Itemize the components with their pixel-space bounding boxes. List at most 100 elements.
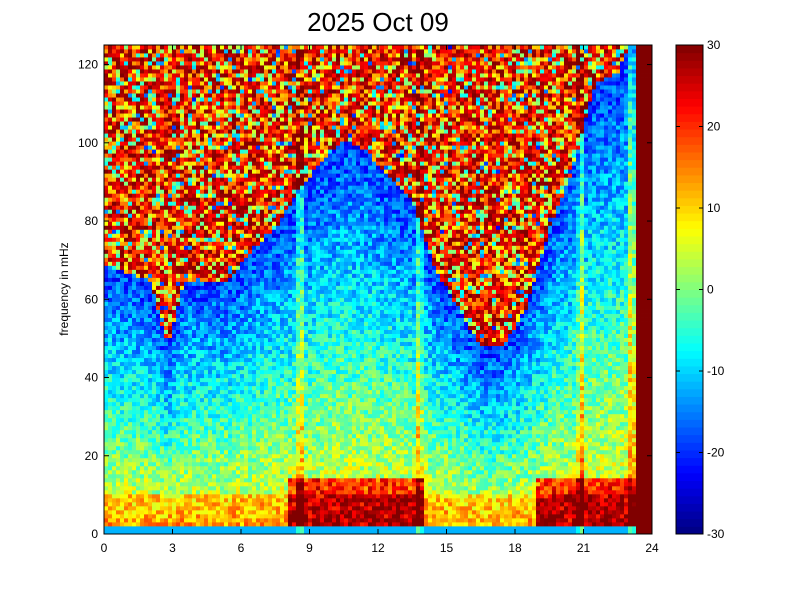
heatmap-cell: [172, 273, 177, 278]
heatmap-cell: [240, 97, 245, 102]
heatmap-cell: [176, 413, 181, 419]
heatmap-cell: [156, 197, 161, 202]
heatmap-cell: [248, 265, 253, 270]
heatmap-cell: [244, 117, 249, 122]
heatmap-cell: [196, 125, 201, 130]
heatmap-cell: [156, 309, 161, 314]
heatmap-cell: [216, 161, 221, 166]
heatmap-cell: [220, 389, 225, 395]
heatmap-cell: [136, 205, 141, 210]
heatmap-cell: [140, 485, 145, 491]
heatmap-cell: [220, 381, 225, 387]
heatmap-cell: [104, 261, 109, 266]
heatmap-cell: [140, 469, 145, 475]
heatmap-cell: [176, 49, 181, 54]
heatmap-cell: [244, 201, 249, 206]
heatmap-cell: [204, 437, 209, 443]
heatmap-cell: [112, 69, 117, 74]
heatmap-cell: [116, 393, 121, 399]
heatmap-cell: [200, 65, 205, 70]
heatmap-cell: [232, 245, 237, 250]
heatmap-cell: [140, 181, 145, 186]
heatmap-cell: [220, 437, 225, 443]
heatmap-cell: [148, 517, 153, 523]
heatmap-cell: [220, 245, 225, 250]
heatmap-cell: [168, 429, 173, 435]
heatmap-cell: [120, 517, 125, 523]
heatmap-cell: [228, 517, 233, 523]
heatmap-cell: [212, 197, 217, 202]
heatmap-cell: [156, 281, 161, 286]
heatmap-cell: [220, 133, 225, 138]
heatmap-cell: [168, 157, 173, 162]
heatmap-cell: [104, 337, 109, 343]
heatmap-cell: [264, 465, 269, 471]
heatmap-cell: [184, 353, 189, 359]
heatmap-cell: [180, 53, 185, 58]
heatmap-cell: [156, 237, 161, 242]
heatmap-cell: [220, 53, 225, 58]
heatmap-cell: [216, 441, 221, 447]
heatmap-cell: [164, 313, 169, 318]
heatmap-cell: [132, 225, 137, 230]
heatmap-cell: [204, 409, 209, 415]
heatmap-cell: [204, 265, 209, 270]
heatmap-cell: [252, 161, 257, 166]
heatmap-cell: [228, 297, 233, 302]
heatmap-cell: [164, 97, 169, 102]
heatmap-cell: [104, 501, 109, 507]
heatmap-cell: [240, 173, 245, 178]
heatmap-cell: [120, 505, 125, 511]
heatmap-cell: [104, 133, 109, 138]
heatmap-cell: [220, 261, 225, 266]
heatmap-cell: [256, 329, 261, 334]
heatmap-cell: [204, 353, 209, 359]
heatmap-cell: [132, 417, 137, 423]
heatmap-cell: [128, 185, 133, 190]
heatmap-cell: [152, 69, 157, 74]
heatmap-cell: [148, 229, 153, 234]
heatmap-cell: [200, 153, 205, 158]
heatmap-cell: [168, 221, 173, 226]
heatmap-cell: [124, 473, 129, 479]
heatmap-cell: [152, 189, 157, 194]
heatmap-cell: [216, 509, 221, 515]
heatmap-cell: [192, 277, 197, 282]
heatmap-cell: [184, 361, 189, 367]
heatmap-cell: [228, 77, 233, 82]
heatmap-cell: [160, 505, 165, 511]
heatmap-cell: [148, 485, 153, 491]
heatmap-cell: [132, 209, 137, 214]
heatmap-cell: [124, 465, 129, 471]
heatmap-cell: [208, 457, 213, 463]
heatmap-cell: [232, 133, 237, 138]
heatmap-cell: [192, 365, 197, 371]
heatmap-cell: [180, 329, 185, 334]
heatmap-cell: [220, 445, 225, 451]
heatmap-cell: [232, 473, 237, 479]
heatmap-cell: [192, 181, 197, 186]
heatmap-cell: [256, 461, 261, 467]
heatmap-cell: [260, 525, 265, 531]
heatmap-cell: [228, 169, 233, 174]
heatmap-cell: [236, 469, 241, 475]
heatmap-cell: [148, 333, 153, 338]
heatmap-cell: [136, 453, 141, 459]
heatmap-cell: [132, 457, 137, 463]
heatmap-cell: [200, 177, 205, 182]
heatmap-cell: [160, 209, 165, 214]
heatmap-cell: [168, 289, 173, 294]
heatmap-cell: [264, 217, 269, 222]
heatmap-cell: [204, 73, 209, 78]
heatmap-cell: [176, 149, 181, 154]
heatmap-cell: [220, 69, 225, 74]
heatmap-cell: [244, 121, 249, 126]
heatmap-cell: [248, 365, 253, 371]
heatmap-cell: [156, 205, 161, 210]
heatmap-cell: [184, 313, 189, 318]
heatmap-cell: [232, 513, 237, 519]
heatmap-cell: [192, 401, 197, 407]
heatmap-cell: [260, 365, 265, 371]
heatmap-cell: [248, 405, 253, 411]
heatmap-cell: [140, 45, 145, 50]
